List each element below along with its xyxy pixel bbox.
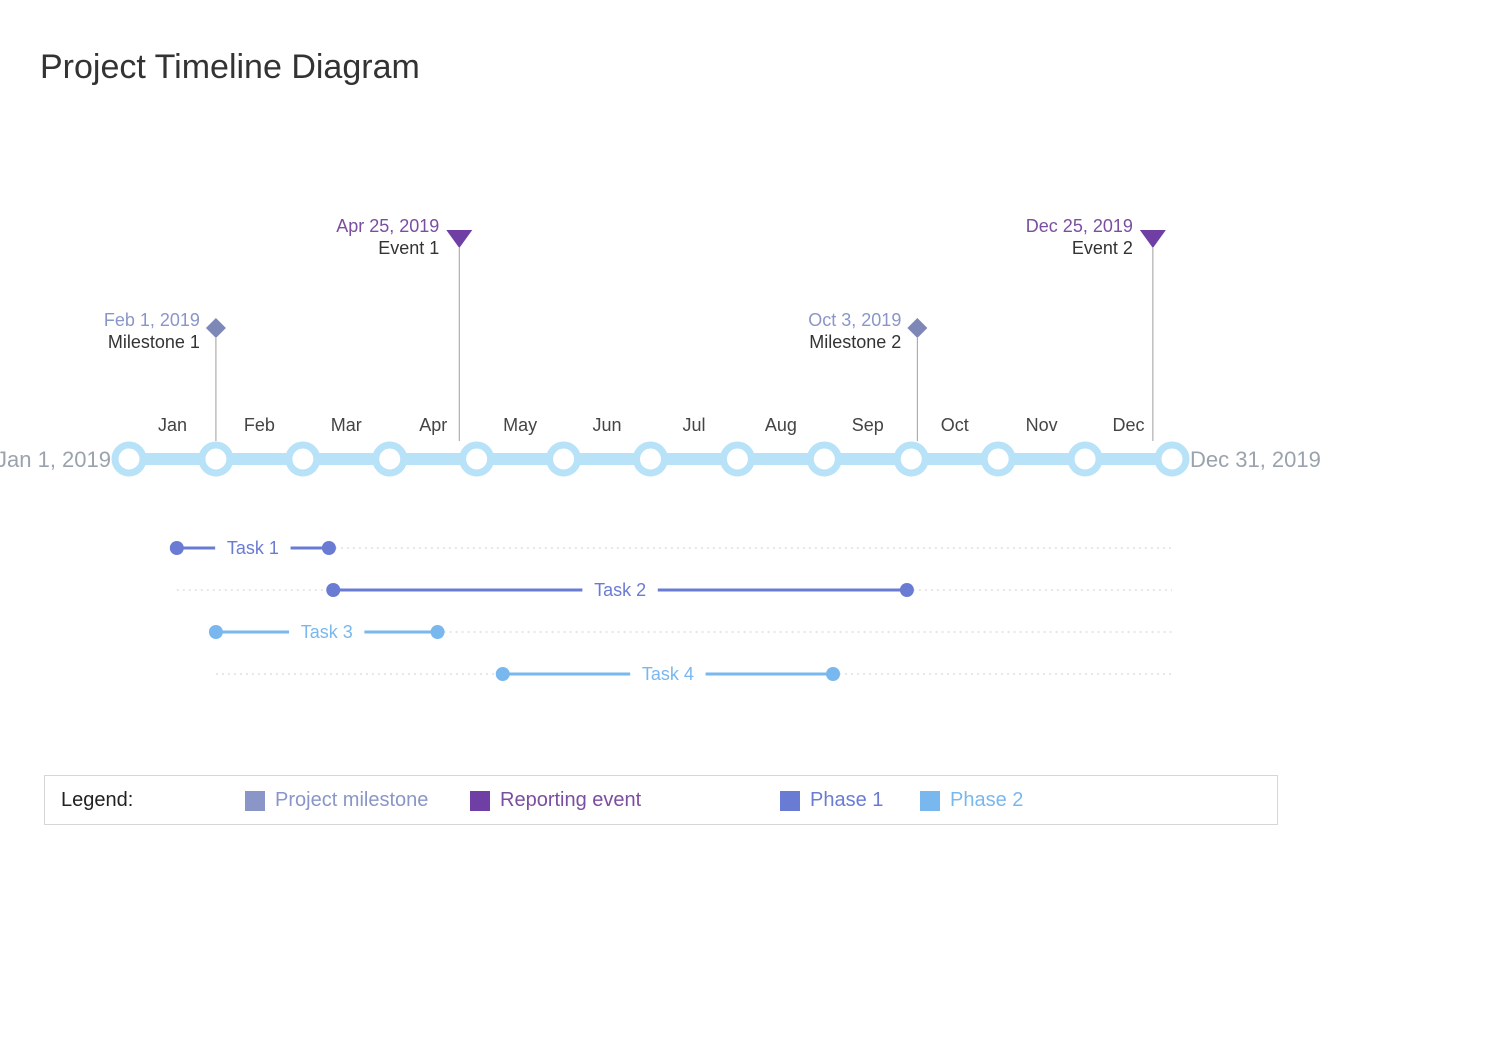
- month-label: Jan: [158, 415, 187, 435]
- task-endpoint: [826, 667, 840, 681]
- milestone-name: Milestone 1: [108, 332, 200, 352]
- legend-label: Project milestone: [275, 789, 428, 812]
- month-label: Oct: [941, 415, 969, 435]
- legend-item: Project milestone: [245, 789, 428, 812]
- task-endpoint: [322, 541, 336, 555]
- month-label: Apr: [419, 415, 447, 435]
- task-label: Task 2: [594, 580, 646, 600]
- month-label: Sep: [852, 415, 884, 435]
- milestone-diamond-icon: [907, 318, 927, 338]
- legend-box: Legend: Project milestone Reporting event…: [44, 775, 1278, 825]
- legend-label: Phase 1: [810, 789, 883, 812]
- task-endpoint: [496, 667, 510, 681]
- month-label: Feb: [244, 415, 275, 435]
- legend-item: Reporting event: [470, 789, 641, 812]
- event-date: Apr 25, 2019: [336, 216, 439, 236]
- legend-title: Legend:: [61, 789, 133, 812]
- month-label: Jul: [682, 415, 705, 435]
- timeline-node: [289, 445, 317, 473]
- event-name: Event 2: [1072, 238, 1133, 258]
- legend-swatch: [245, 791, 265, 811]
- timeline-node: [897, 445, 925, 473]
- month-label: Mar: [331, 415, 362, 435]
- task-label: Task 4: [642, 664, 694, 684]
- event-date: Dec 25, 2019: [1026, 216, 1133, 236]
- legend-label: Reporting event: [500, 789, 641, 812]
- legend-swatch: [920, 791, 940, 811]
- timeline-node: [1158, 445, 1186, 473]
- event-triangle-icon: [1140, 230, 1166, 248]
- timeline-node: [637, 445, 665, 473]
- task-endpoint: [209, 625, 223, 639]
- legend-swatch: [780, 791, 800, 811]
- month-label: Dec: [1113, 415, 1145, 435]
- milestone-name: Milestone 2: [809, 332, 901, 352]
- task-label: Task 1: [227, 538, 279, 558]
- task-label: Task 3: [301, 622, 353, 642]
- legend-label: Phase 2: [950, 789, 1023, 812]
- timeline-diagram: Jan Feb Mar Apr May Jun Jul Aug Sep Oct Nov Dec Jan …: [0, 0, 1500, 1055]
- milestone-diamond-icon: [206, 318, 226, 338]
- timeline-node: [463, 445, 491, 473]
- timeline-node: [550, 445, 578, 473]
- timeline-node: [376, 445, 404, 473]
- legend-item: Phase 1: [780, 789, 883, 812]
- milestone-date: Oct 3, 2019: [808, 310, 901, 330]
- timeline-node: [723, 445, 751, 473]
- timeline-node: [984, 445, 1012, 473]
- month-label: Nov: [1026, 415, 1058, 435]
- timeline-node: [115, 445, 143, 473]
- month-label: Aug: [765, 415, 797, 435]
- task-endpoint: [900, 583, 914, 597]
- legend-swatch: [470, 791, 490, 811]
- timeline-node: [1071, 445, 1099, 473]
- timeline-start-label: Jan 1, 2019: [0, 447, 111, 472]
- event-triangle-icon: [446, 230, 472, 248]
- event-name: Event 1: [378, 238, 439, 258]
- task-endpoint: [170, 541, 184, 555]
- task-endpoint: [431, 625, 445, 639]
- timeline-end-label: Dec 31, 2019: [1190, 447, 1321, 472]
- task-endpoint: [326, 583, 340, 597]
- legend-item: Phase 2: [920, 789, 1023, 812]
- milestone-date: Feb 1, 2019: [104, 310, 200, 330]
- timeline-node: [810, 445, 838, 473]
- month-label: Jun: [593, 415, 622, 435]
- timeline-node: [202, 445, 230, 473]
- month-label: May: [503, 415, 537, 435]
